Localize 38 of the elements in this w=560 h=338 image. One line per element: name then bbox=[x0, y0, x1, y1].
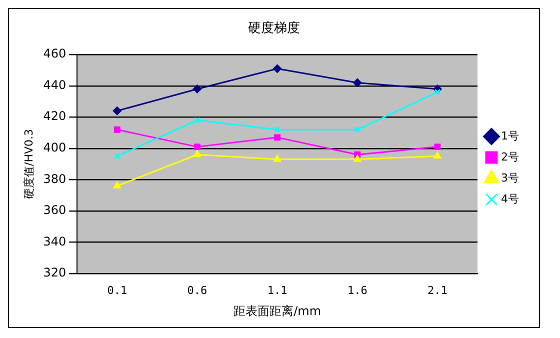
point bbox=[193, 150, 202, 158]
x-tick-label: 0.6 bbox=[187, 284, 208, 297]
point bbox=[192, 84, 202, 94]
legend-label: 3号 bbox=[501, 171, 519, 184]
point bbox=[274, 134, 281, 141]
y-tick-label: 360 bbox=[43, 203, 66, 218]
legend-label: 1号 bbox=[501, 129, 519, 142]
point bbox=[354, 126, 361, 133]
y-axis-title: 硬度值/HV0.3 bbox=[22, 129, 36, 199]
point bbox=[194, 144, 200, 150]
x-tick-label: 2.1 bbox=[428, 284, 448, 297]
x-tick-label: 1.6 bbox=[347, 284, 368, 297]
point bbox=[194, 117, 200, 124]
point bbox=[112, 106, 122, 116]
y-tick-label: 440 bbox=[43, 78, 66, 92]
y-tick-label: 380 bbox=[43, 172, 66, 186]
y-tick-label: 320 bbox=[43, 266, 66, 280]
y-tick-label: 460 bbox=[43, 46, 66, 61]
y-tick-label: 420 bbox=[43, 109, 66, 124]
x-tick-label: 1.1 bbox=[267, 284, 288, 297]
point bbox=[114, 126, 120, 133]
x-axis-title: 距表面距离/mm bbox=[234, 304, 322, 318]
point bbox=[353, 78, 362, 87]
point bbox=[274, 126, 281, 133]
point bbox=[114, 152, 120, 160]
point bbox=[354, 155, 362, 162]
point bbox=[273, 64, 282, 73]
point bbox=[113, 182, 121, 188]
y-tick-label: 340 bbox=[43, 234, 66, 248]
x-tick-label: 0.1 bbox=[107, 284, 128, 297]
y-tick-label: 400 bbox=[43, 140, 66, 154]
legend-label: 2号 bbox=[501, 150, 519, 164]
legend-label: 4号 bbox=[501, 192, 519, 206]
point bbox=[434, 144, 441, 150]
chart-title: 硬度梯度 bbox=[248, 20, 300, 36]
point bbox=[434, 88, 441, 96]
point bbox=[274, 155, 282, 162]
point bbox=[434, 152, 442, 159]
